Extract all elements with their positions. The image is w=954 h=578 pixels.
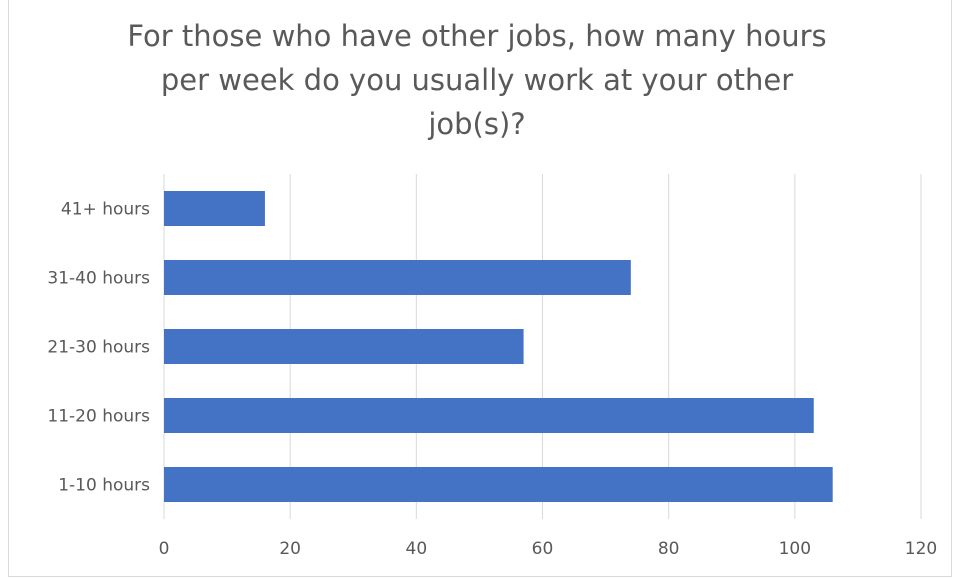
x-tick-label: 80 bbox=[658, 539, 680, 559]
x-tick-label: 0 bbox=[159, 539, 170, 559]
x-tick-label: 100 bbox=[779, 539, 811, 559]
bar bbox=[164, 191, 265, 226]
bar bbox=[164, 329, 524, 364]
x-tick-label: 40 bbox=[406, 539, 428, 559]
chart-title-line-1: For those who have other jobs, how many … bbox=[127, 19, 827, 53]
x-tick-label: 20 bbox=[279, 539, 301, 559]
x-tick-label: 120 bbox=[905, 539, 937, 559]
bar bbox=[164, 467, 833, 502]
bar bbox=[164, 398, 814, 433]
chart-title: For those who have other jobs, how many … bbox=[0, 14, 954, 146]
category-label: 21-30 hours bbox=[47, 338, 150, 358]
category-label: 31-40 hours bbox=[47, 269, 150, 289]
category-label: 1-10 hours bbox=[58, 476, 150, 496]
chart-title-line-3: job(s)? bbox=[428, 107, 526, 141]
x-tick-label: 60 bbox=[532, 539, 554, 559]
category-label: 11-20 hours bbox=[47, 407, 150, 427]
category-label: 41+ hours bbox=[61, 200, 150, 220]
bar bbox=[164, 260, 631, 295]
chart-title-line-2: per week do you usually work at your oth… bbox=[160, 63, 794, 97]
